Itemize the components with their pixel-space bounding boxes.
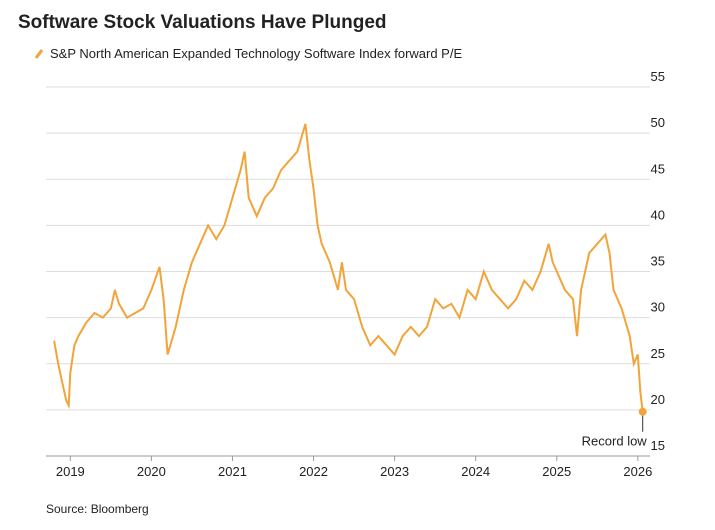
y-tick-label: 15 <box>651 438 665 453</box>
y-tick-label: 45 <box>651 161 665 176</box>
y-tick-label: 20 <box>651 392 665 407</box>
x-tick-label: 2026 <box>623 464 652 479</box>
x-tick-label: 2025 <box>542 464 571 479</box>
x-tick-label: 2023 <box>380 464 409 479</box>
y-tick-label: 40 <box>651 207 665 222</box>
source: Source: Bloomberg <box>46 502 149 516</box>
y-tick-label: 55 <box>651 69 665 84</box>
y-tick-label: 30 <box>651 300 665 315</box>
x-tick-label: 2020 <box>137 464 166 479</box>
x-tick-label: 2024 <box>461 464 490 479</box>
series-line <box>53 123 644 412</box>
x-tick-label: 2021 <box>218 464 247 479</box>
annotation-dot <box>638 407 647 416</box>
annotation: Record low <box>582 434 648 449</box>
legend-swatch <box>34 49 44 59</box>
x-tick-label: 2022 <box>299 464 328 479</box>
y-tick-label: 25 <box>651 346 665 361</box>
chart-title: Software Stock Valuations Have Plunged <box>18 12 387 33</box>
y-tick-label: 50 <box>651 115 665 130</box>
legend-label: S&P North American Expanded Technology S… <box>50 46 462 61</box>
y-tick-label: 35 <box>651 254 665 269</box>
x-tick-label: 2019 <box>56 464 85 479</box>
